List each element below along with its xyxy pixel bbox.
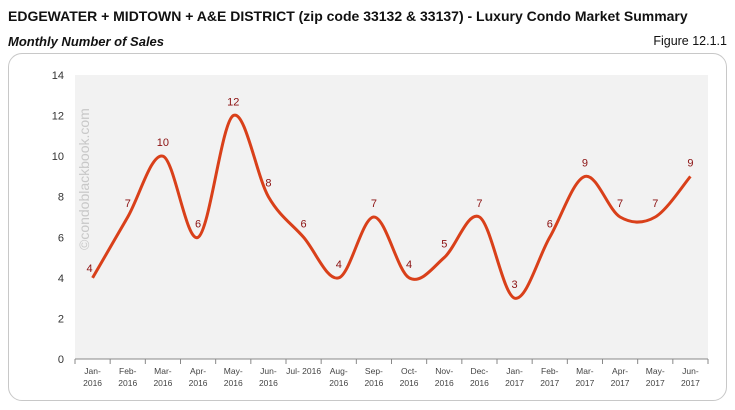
y-tick-label: 14 xyxy=(52,70,64,82)
x-tick-label: Jan- xyxy=(506,366,523,376)
x-tick-label: Feb- xyxy=(119,366,137,376)
data-label: 7 xyxy=(476,198,482,210)
data-label: 8 xyxy=(265,178,271,190)
x-tick-label: Nov- xyxy=(435,366,453,376)
chart-subtitle: Monthly Number of Sales xyxy=(8,34,165,49)
watermark: ©condoblackbook.com xyxy=(76,108,92,250)
x-tick-label: 2016 xyxy=(470,378,489,388)
chart-title: EDGEWATER + MIDTOWN + A&E DISTRICT (zip … xyxy=(8,8,688,24)
x-tick-label: 2016 xyxy=(400,378,419,388)
x-tick-label: Oct- xyxy=(401,366,417,376)
data-label: 4 xyxy=(336,259,342,271)
x-tick-label: Dec- xyxy=(470,366,488,376)
x-tick-label: 2016 xyxy=(435,378,454,388)
x-tick-label: 2016 xyxy=(329,378,348,388)
x-tick-label: 2017 xyxy=(505,378,524,388)
y-tick-label: 8 xyxy=(58,192,64,204)
x-tick-label: Jun- xyxy=(260,366,277,376)
y-tick-label: 6 xyxy=(58,232,64,244)
data-label: 6 xyxy=(301,218,307,230)
data-label: 9 xyxy=(687,157,693,169)
x-tick-label: Apr- xyxy=(612,366,628,376)
data-label: 3 xyxy=(512,279,518,291)
data-label: 4 xyxy=(406,259,412,271)
x-tick-label: 2017 xyxy=(646,378,665,388)
x-tick-label: Feb- xyxy=(541,366,559,376)
x-tick-label: 2016 xyxy=(118,378,137,388)
figure-number: Figure 12.1.1 xyxy=(653,34,727,48)
x-tick-label: 2016 xyxy=(259,378,278,388)
data-label: 10 xyxy=(157,137,169,149)
data-label: 9 xyxy=(582,157,588,169)
data-label: 5 xyxy=(441,239,447,251)
x-tick-label: 2016 xyxy=(364,378,383,388)
x-tick-label: 2016 xyxy=(189,378,208,388)
data-label: 7 xyxy=(125,198,131,210)
data-label: 6 xyxy=(195,218,201,230)
x-tick-label: May- xyxy=(224,366,243,376)
x-tick-label: Sep- xyxy=(365,366,383,376)
data-label: 6 xyxy=(547,218,553,230)
data-label: 4 xyxy=(87,263,93,275)
y-tick-label: 4 xyxy=(58,273,64,285)
x-tick-label: 2017 xyxy=(540,378,559,388)
x-tick-label: Jul- 2016 xyxy=(286,366,321,376)
chart-frame xyxy=(8,53,727,401)
x-tick-label: 2016 xyxy=(153,378,172,388)
x-tick-label: Jan- xyxy=(84,366,101,376)
x-tick-label: Apr- xyxy=(190,366,206,376)
y-tick-label: 2 xyxy=(58,313,64,325)
x-tick-label: 2017 xyxy=(681,378,700,388)
y-tick-label: 10 xyxy=(52,151,64,163)
data-label: 7 xyxy=(652,198,658,210)
data-label: 7 xyxy=(371,198,377,210)
data-label: 12 xyxy=(227,97,239,109)
x-tick-label: 2016 xyxy=(224,378,243,388)
series-line xyxy=(91,113,692,300)
x-tick-label: 2017 xyxy=(575,378,594,388)
y-tick-label: 0 xyxy=(58,354,64,366)
plot-area xyxy=(75,75,708,359)
y-tick-label: 12 xyxy=(52,111,64,123)
x-tick-label: 2016 xyxy=(83,378,102,388)
x-tick-label: May- xyxy=(646,366,665,376)
data-label: 7 xyxy=(617,198,623,210)
x-tick-label: Aug- xyxy=(330,366,348,376)
x-tick-label: Jun- xyxy=(682,366,699,376)
x-tick-label: Mar- xyxy=(154,366,172,376)
x-tick-label: Mar- xyxy=(576,366,594,376)
x-tick-label: 2017 xyxy=(611,378,630,388)
